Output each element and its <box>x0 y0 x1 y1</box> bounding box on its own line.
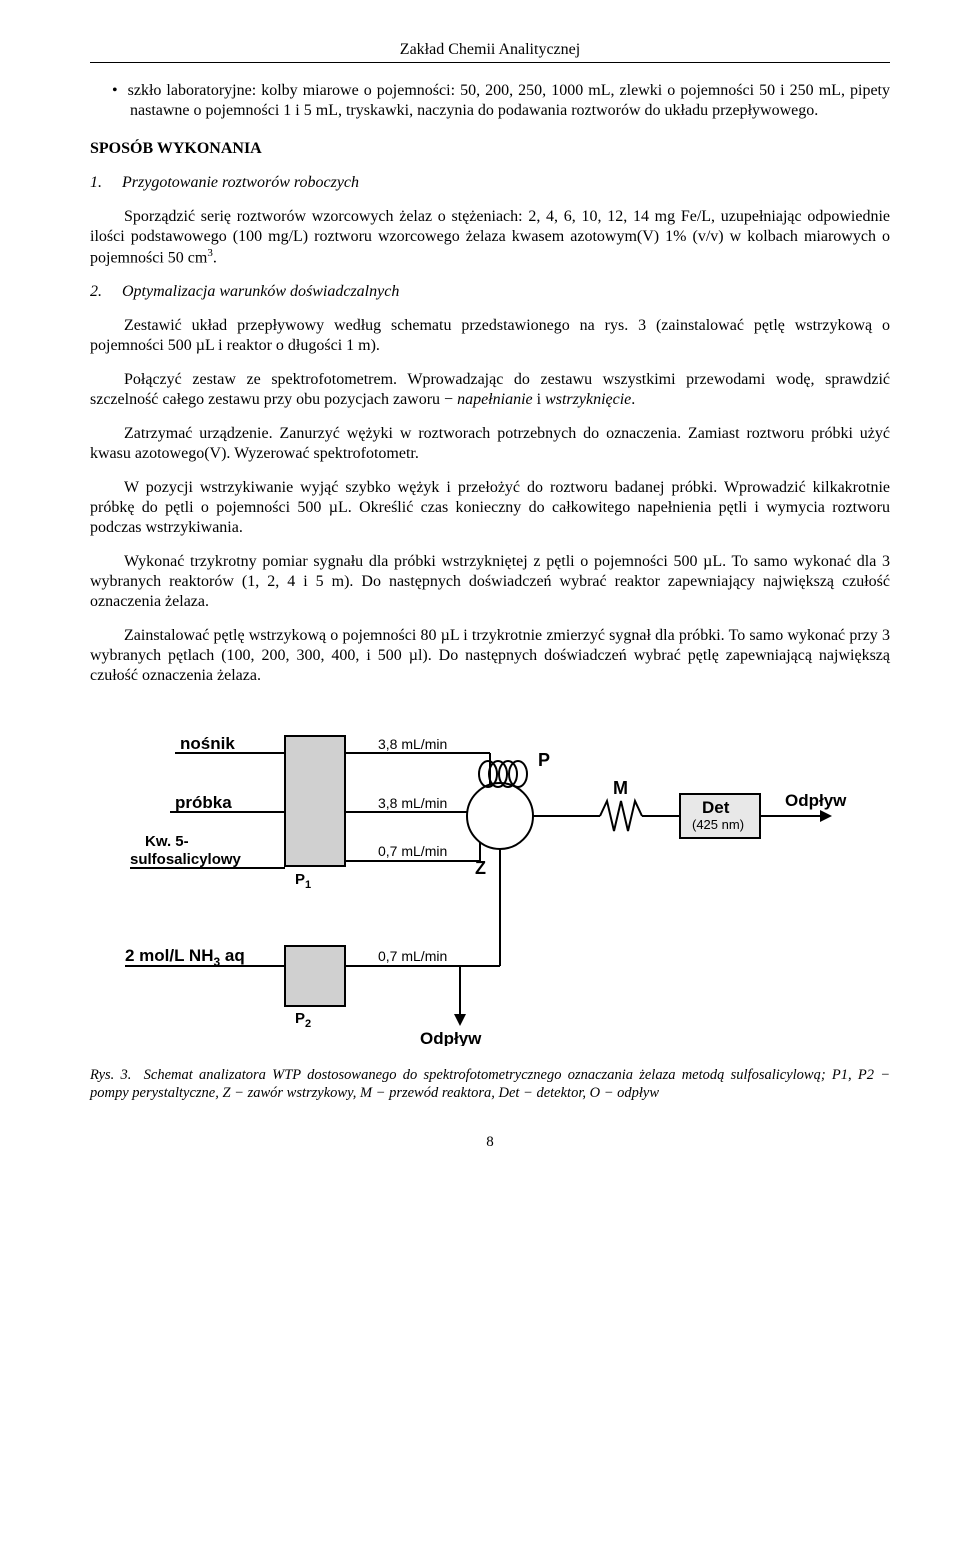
label-kw1: Kw. 5- <box>145 833 189 850</box>
label-nosnik: nośnik <box>180 734 235 753</box>
arrow-down-icon <box>454 1014 466 1026</box>
caption-lead: Rys. 3. <box>90 1067 131 1083</box>
step-1-heading: 1. Przygotowanie roztworów roboczych <box>90 173 890 193</box>
label-Z: Z <box>475 858 486 878</box>
section-heading-sposob: SPOSÓB WYKONANIA <box>90 139 890 159</box>
bullet-list: szkło laboratoryjne: kolby miarowe o poj… <box>90 81 890 121</box>
pump-2-rect <box>285 946 345 1006</box>
caption-text: Schemat analizatora WTP dostosowanego do… <box>90 1067 890 1101</box>
label-odplyw-1: Odpływ <box>785 791 847 810</box>
flow-diagram: nośnik próbka Kw. 5- sulfosalicylowy 2 m… <box>120 716 860 1046</box>
label-kw2: sulfosalicylowy <box>130 851 242 868</box>
rate-1: 3,8 mL/min <box>378 736 447 752</box>
rate-2: 3,8 mL/min <box>378 795 447 811</box>
paragraph-4: Zatrzymać urządzenie. Zanurzyć wężyki w … <box>90 424 890 464</box>
paragraph-1: Sporządzić serię roztworów wzorcowych że… <box>90 207 890 268</box>
paragraph-6: Wykonać trzykrotny pomiar sygnału dla pr… <box>90 552 890 612</box>
label-det-nm: (425 nm) <box>692 817 744 832</box>
step-title: Przygotowanie roztworów roboczych <box>122 173 359 193</box>
diagram-svg: nośnik próbka Kw. 5- sulfosalicylowy 2 m… <box>120 716 860 1046</box>
label-p1: P1 <box>295 871 311 891</box>
arrow-right-icon <box>820 810 832 822</box>
rate-3: 0,7 mL/min <box>378 843 447 859</box>
pump-1-rect <box>285 736 345 866</box>
valve-circle <box>467 783 533 849</box>
figure-caption: Rys. 3. Schemat analizatora WTP dostosow… <box>90 1066 890 1102</box>
label-p2: P2 <box>295 1010 311 1030</box>
reactor-zigzag-icon <box>600 801 642 831</box>
step-number: 1. <box>90 173 122 193</box>
rate-4: 0,7 mL/min <box>378 948 447 964</box>
label-probka: próbka <box>175 793 232 812</box>
step-title: Optymalizacja warunków doświadczalnych <box>122 282 399 302</box>
label-M: M <box>613 778 628 798</box>
step-2-heading: 2. Optymalizacja warunków doświadczalnyc… <box>90 282 890 302</box>
label-odplyw-2: Odpływ <box>420 1029 482 1046</box>
paragraph-5: W pozycji wstrzykiwanie wyjąć szybko węż… <box>90 478 890 538</box>
paragraph-3: Połączyć zestaw ze spektrofotometrem. Wp… <box>90 370 890 410</box>
paragraph-7: Zainstalować pętlę wstrzykową o pojemnoś… <box>90 626 890 686</box>
label-det: Det <box>702 798 730 817</box>
page-number: 8 <box>90 1133 890 1152</box>
step-number: 2. <box>90 282 122 302</box>
bullet-item: szkło laboratoryjne: kolby miarowe o poj… <box>90 81 890 121</box>
label-P: P <box>538 750 550 770</box>
paragraph-2: Zestawić układ przepływowy według schema… <box>90 316 890 356</box>
page-header: Zakład Chemii Analitycznej <box>90 40 890 63</box>
